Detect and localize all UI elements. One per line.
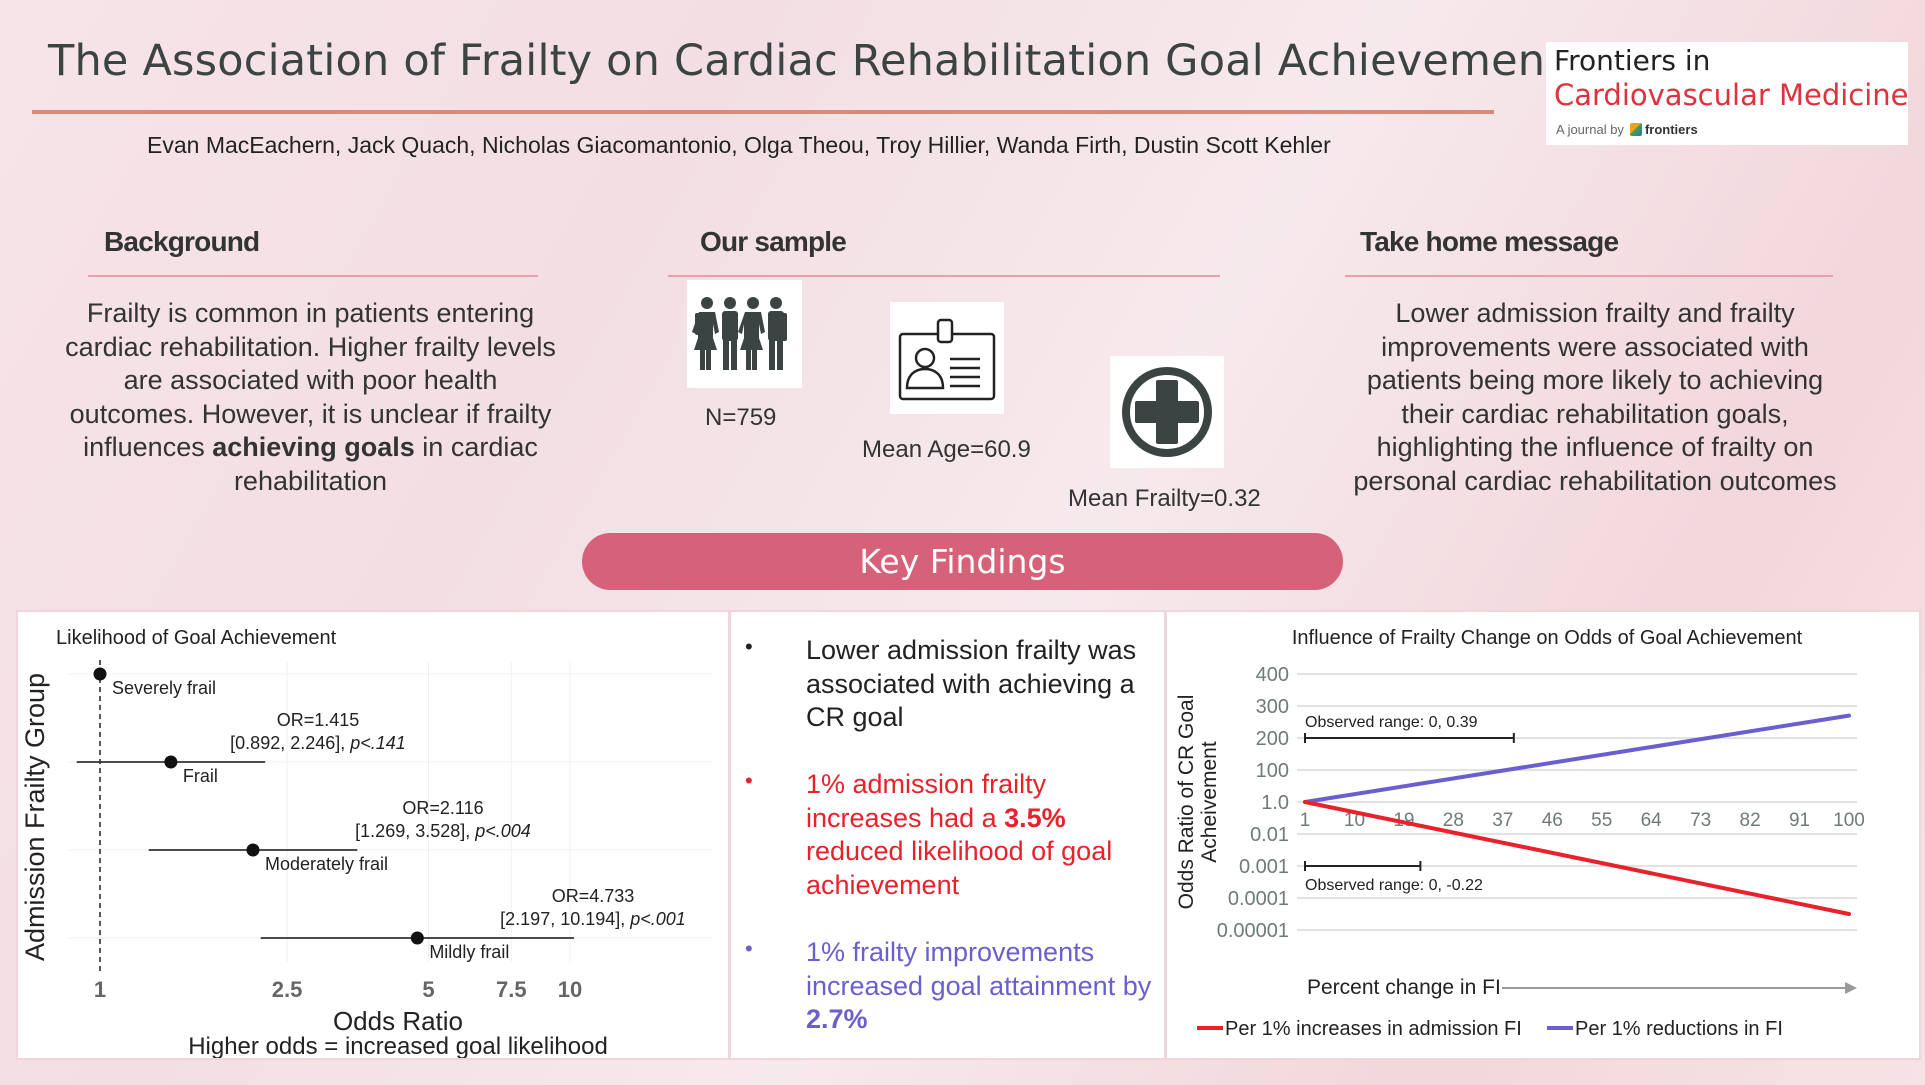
poster-title: The Association of Frailty on Cardiac Re… xyxy=(48,36,1563,86)
series-line-increases xyxy=(1303,800,1851,916)
frailty-change-chart: Influence of Frailty Change on Odds of G… xyxy=(1175,627,1865,1040)
line-xlabel: Percent change in FI xyxy=(1307,976,1501,999)
bullet-dot: • xyxy=(745,634,753,659)
x-tick-label: 46 xyxy=(1542,810,1563,831)
y-tick-label: 0.0001 xyxy=(1228,888,1289,910)
bullet-dot: • xyxy=(745,936,753,961)
bullet-dot: • xyxy=(745,768,753,793)
logo-brand: frontiers xyxy=(1644,122,1698,137)
logo-byline-text: A journal by xyxy=(1556,122,1624,137)
x-tick-label: 2.5 xyxy=(272,977,303,1002)
legend-label-increases: Per 1% increases in admission FI xyxy=(1225,1018,1522,1040)
medical-cross-icon xyxy=(1110,356,1224,468)
background-divider xyxy=(88,275,538,277)
x-tick-label: 55 xyxy=(1591,810,1612,831)
ci-label: [2.197, 10.194], p<.001 xyxy=(500,909,686,929)
finding-2-bold: 3.5% xyxy=(1004,802,1066,833)
take-home-text: Lower admission frailty and frailty impr… xyxy=(1353,298,1837,496)
forest-xlabel: Odds Ratio xyxy=(333,1006,463,1036)
x-arrow-head xyxy=(1845,982,1857,994)
background-text-1: Frailty is common in patients entering c… xyxy=(65,298,556,462)
y-tick-label: 0.01 xyxy=(1250,824,1289,846)
forest-plot-panel: Likelihood of Goal Achievement Admission … xyxy=(16,610,730,1060)
finding-2-b: reduced likelihood of goal achievement xyxy=(806,836,1113,900)
or-label: OR=2.116 xyxy=(402,798,483,818)
legend-label-reductions: Per 1% reductions in FI xyxy=(1575,1018,1783,1040)
ci-label: [1.269, 3.528], p<.004 xyxy=(355,821,531,841)
stat-mean-age: Mean Age=60.9 xyxy=(862,436,1031,463)
y-tick-label: 300 xyxy=(1256,696,1289,718)
y-tick-label: 200 xyxy=(1256,728,1289,750)
ci-label: [0.892, 2.246], p<.141 xyxy=(230,733,406,753)
logo-line-2: Cardiovascular Medicine xyxy=(1554,78,1909,112)
point-estimate xyxy=(93,667,107,681)
point-estimate xyxy=(410,931,424,945)
finding-text-1: Lower admission frailty was associated w… xyxy=(806,635,1137,732)
author-list: Evan MacEachern, Jack Quach, Nicholas Gi… xyxy=(147,132,1331,158)
series-line-reductions xyxy=(1303,713,1851,804)
background-heading: Background xyxy=(104,226,260,257)
people-group-icon xyxy=(687,280,802,388)
take-home-divider xyxy=(1345,275,1833,277)
group-label: Moderately frail xyxy=(265,854,388,874)
frailty-change-panel: Influence of Frailty Change on Odds of G… xyxy=(1165,610,1921,1060)
or-label: OR=1.415 xyxy=(277,710,360,730)
finding-text-3: 1% frailty improvements increased goal a… xyxy=(806,936,1156,1037)
key-findings-panel: • Lower admission frailty was associated… xyxy=(729,610,1166,1060)
x-tick-label: 82 xyxy=(1740,810,1761,831)
x-tick-label: 1 xyxy=(1300,810,1311,831)
take-home-heading: Take home message xyxy=(1360,226,1619,257)
y-tick-label: 1.0 xyxy=(1261,792,1289,814)
title-divider xyxy=(32,110,1494,114)
x-tick-label: 37 xyxy=(1492,810,1513,831)
x-tick-label: 10 xyxy=(558,977,582,1002)
or-label: OR=4.733 xyxy=(552,886,635,906)
x-tick-label: 5 xyxy=(422,977,434,1002)
observed-range-label: Observed range: 0, 0.39 xyxy=(1305,714,1478,731)
x-tick-label: 64 xyxy=(1641,810,1663,831)
logo-line-1: Frontiers in xyxy=(1554,44,1711,77)
background-text: Frailty is common in patients entering c… xyxy=(58,297,563,498)
key-findings-banner: Key Findings xyxy=(582,533,1343,590)
forest-plot: Likelihood of Goal Achievement Admission … xyxy=(20,627,713,1060)
id-badge-icon xyxy=(890,302,1004,414)
x-tick-label: 28 xyxy=(1443,810,1464,831)
x-tick-label: 7.5 xyxy=(496,977,527,1002)
background-text-2: in cardiac rehabilitation xyxy=(233,432,538,496)
x-tick-label: 1 xyxy=(94,977,106,1002)
group-label: Mildly frail xyxy=(429,942,509,962)
line-title: Influence of Frailty Change on Odds of G… xyxy=(1292,627,1803,649)
x-tick-label: 91 xyxy=(1789,810,1810,831)
observed-range-label: Observed range: 0, -0.22 xyxy=(1305,877,1483,894)
y-tick-label: 0.00001 xyxy=(1217,920,1289,942)
point-estimate xyxy=(246,843,260,857)
journal-logo[interactable]: Frontiers in Cardiovascular Medicine A j… xyxy=(1546,42,1909,145)
x-tick-label: 100 xyxy=(1833,810,1865,831)
y-tick-label: 100 xyxy=(1256,760,1289,782)
stat-n: N=759 xyxy=(705,404,777,431)
forest-title: Likelihood of Goal Achievement xyxy=(56,627,337,649)
line-ylabel-2: Acheivement xyxy=(1198,741,1221,863)
forest-ylabel: Admission Frailty Group xyxy=(20,673,50,961)
frontiers-leaf-icon xyxy=(1629,123,1642,136)
group-label: Severely frail xyxy=(112,678,216,698)
forest-subtitle: Higher odds = increased goal likelihood xyxy=(188,1033,608,1058)
finding-3-a: 1% frailty improvements increased goal a… xyxy=(806,937,1152,1001)
stat-mean-frailty: Mean Frailty=0.32 xyxy=(1068,485,1261,512)
finding-3-bold: 2.7% xyxy=(806,1004,868,1034)
logo-byline: A journal by frontiers xyxy=(1556,122,1698,137)
line-ylabel-1: Odds Ratio of CR Goal xyxy=(1175,695,1198,910)
group-label: Frail xyxy=(183,766,218,786)
y-tick-label: 400 xyxy=(1256,664,1289,686)
finding-2-a: 1% admission frailty increases had a xyxy=(806,769,1047,833)
point-estimate xyxy=(164,755,178,769)
finding-text-2: 1% admission frailty increases had a 3.5… xyxy=(806,768,1156,902)
sample-divider xyxy=(668,275,1220,277)
x-tick-label: 73 xyxy=(1690,810,1711,831)
y-tick-label: 0.001 xyxy=(1239,856,1289,878)
background-text-bold: achieving goals xyxy=(212,432,415,462)
sample-heading: Our sample xyxy=(700,226,847,257)
